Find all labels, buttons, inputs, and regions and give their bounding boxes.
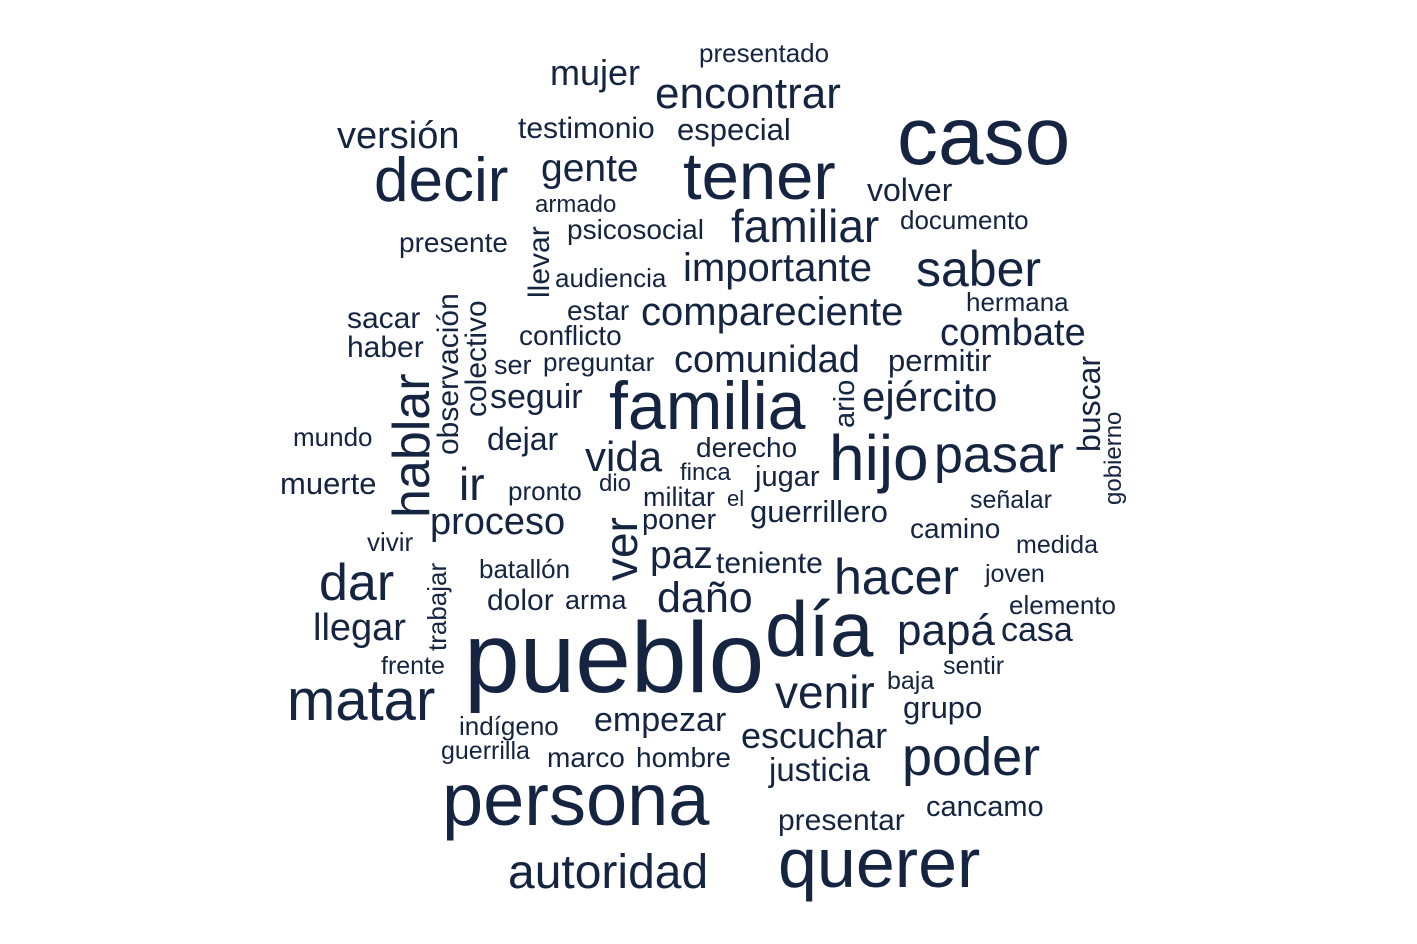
word: derecho: [696, 432, 798, 463]
word: sentir: [943, 652, 1005, 680]
word: armado: [535, 191, 617, 218]
word: llegar: [313, 607, 406, 649]
word: audiencia: [555, 263, 667, 293]
word: presente: [399, 227, 508, 258]
word: ser: [494, 350, 532, 380]
word: venir: [775, 666, 875, 718]
word: gente: [541, 147, 639, 190]
word: llevar: [523, 226, 556, 298]
word: sacar: [347, 302, 421, 335]
word: escuchar: [741, 715, 888, 756]
word: finca: [680, 459, 731, 486]
word: compareciente: [641, 290, 904, 334]
word: medida: [1016, 531, 1098, 559]
word: baja: [887, 667, 935, 695]
word: cancamo: [926, 791, 1044, 823]
word: hablar: [383, 373, 441, 518]
word: elemento: [1009, 590, 1116, 620]
word: proceso: [430, 501, 566, 543]
word: dio: [599, 470, 632, 497]
word: poder: [902, 727, 1041, 787]
word: dejar: [487, 421, 559, 457]
word: ver: [595, 517, 647, 581]
word: documento: [900, 205, 1029, 235]
word: frente: [381, 652, 445, 680]
word: psicosocial: [567, 214, 704, 245]
word: hombre: [636, 742, 731, 773]
word: teniente: [716, 547, 823, 580]
word: decir: [374, 146, 509, 215]
word: seguir: [490, 378, 583, 416]
word: saber: [916, 241, 1042, 297]
word: familia: [609, 368, 806, 444]
word: marco: [547, 742, 625, 773]
word: presentar: [778, 804, 905, 837]
word: paz: [650, 534, 713, 577]
word: justicia: [769, 751, 870, 788]
word: militar: [643, 482, 715, 512]
word: encontrar: [655, 69, 841, 118]
word: empezar: [594, 701, 727, 739]
word: especial: [677, 112, 791, 147]
word: día: [765, 585, 874, 673]
word: guerrilla: [441, 737, 530, 765]
word: pueblo: [464, 602, 765, 714]
word: daño: [657, 574, 753, 622]
word: comunidad: [674, 339, 860, 381]
word: casa: [1001, 611, 1073, 649]
word: versión: [337, 115, 460, 157]
word: estar: [567, 295, 630, 326]
word: ario: [829, 379, 861, 428]
word: vivir: [367, 527, 414, 557]
word: el: [727, 486, 745, 511]
word: jugar: [755, 461, 820, 493]
word: importante: [683, 246, 872, 290]
word: pasar: [934, 426, 1065, 484]
word: haber: [347, 331, 424, 364]
word: familiar: [731, 200, 880, 252]
word: preguntar: [543, 347, 655, 377]
word: pronto: [508, 476, 582, 506]
word: hermana: [966, 287, 1069, 317]
word: testimonio: [518, 112, 655, 145]
word: trabajar: [422, 562, 452, 651]
word: papá: [897, 606, 995, 655]
word: persona: [442, 758, 710, 841]
word: ejército: [862, 373, 998, 420]
word: tener: [683, 139, 836, 214]
word: conflicto: [519, 320, 622, 351]
word: indígeno: [459, 711, 559, 741]
word: colectivo: [460, 300, 493, 417]
word: señalar: [970, 486, 1052, 514]
word: mundo: [293, 422, 373, 452]
word: hacer: [834, 549, 960, 605]
word: gobierno: [1100, 411, 1127, 505]
word: batallón: [479, 554, 571, 584]
word: permitir: [888, 343, 992, 378]
word: caso: [897, 91, 1071, 182]
word: dar: [319, 554, 395, 612]
word: muerte: [280, 466, 377, 501]
word: combate: [940, 312, 1086, 354]
word: presentado: [699, 38, 830, 68]
word: hijo: [829, 422, 929, 494]
word: querer: [778, 824, 981, 902]
word: ir: [459, 458, 485, 510]
word: camino: [910, 513, 1001, 544]
word: grupo: [903, 690, 983, 725]
word: volver: [867, 172, 953, 208]
word: autoridad: [508, 846, 709, 899]
word: vida: [585, 433, 663, 480]
word: arma: [565, 585, 627, 615]
word: mujer: [550, 52, 641, 93]
word: poner: [642, 504, 717, 536]
word: joven: [985, 560, 1045, 588]
word: guerrillero: [750, 494, 888, 529]
word: matar: [287, 668, 436, 733]
word: dolor: [487, 584, 554, 617]
